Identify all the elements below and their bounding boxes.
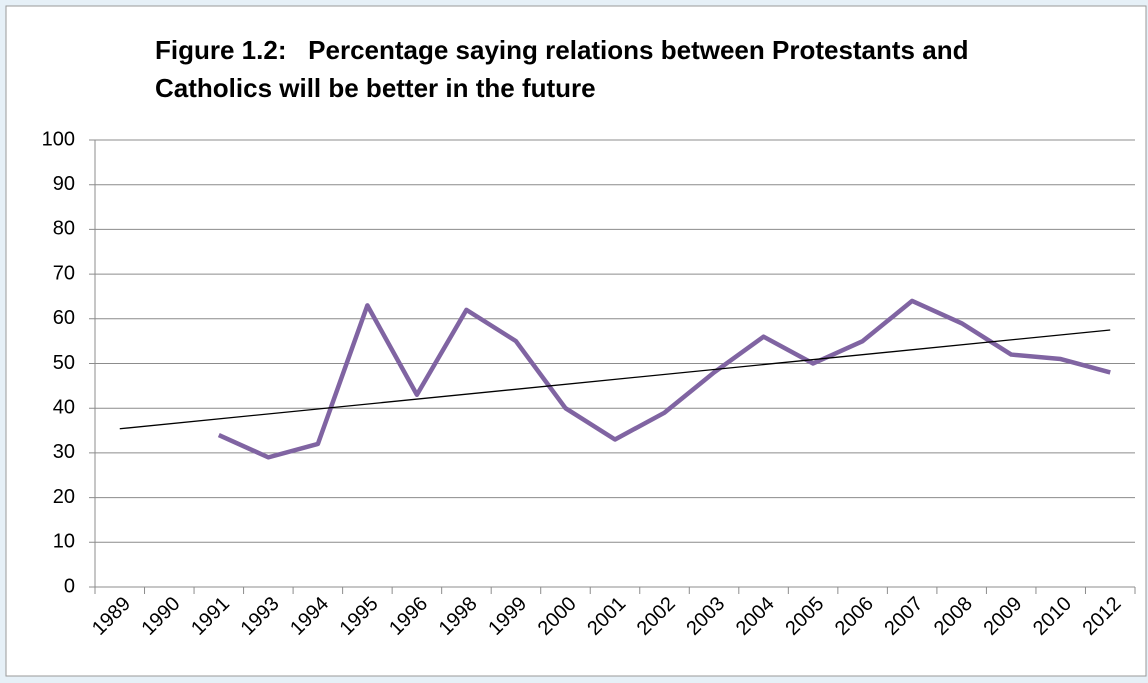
y-tick-label: 60 bbox=[53, 307, 75, 329]
y-tick-label: 90 bbox=[53, 173, 75, 195]
y-tick-label: 70 bbox=[53, 262, 75, 284]
y-tick-label: 10 bbox=[53, 531, 75, 553]
y-tick-label: 40 bbox=[53, 396, 75, 418]
chart-title: Figure 1.2: Percentage saying relations … bbox=[155, 35, 968, 65]
y-tick-label: 80 bbox=[53, 218, 75, 240]
chart-frame bbox=[5, 5, 1147, 677]
data-line bbox=[217, 298, 1111, 460]
y-tick-label: 0 bbox=[64, 575, 75, 597]
y-tick-label: 100 bbox=[42, 128, 75, 150]
y-tick-label: 20 bbox=[53, 486, 75, 508]
chart-title: Catholics will be better in the future bbox=[155, 73, 596, 103]
trend-line bbox=[119, 329, 1111, 430]
y-tick-label: 50 bbox=[53, 352, 75, 374]
y-tick-label: 30 bbox=[53, 441, 75, 463]
